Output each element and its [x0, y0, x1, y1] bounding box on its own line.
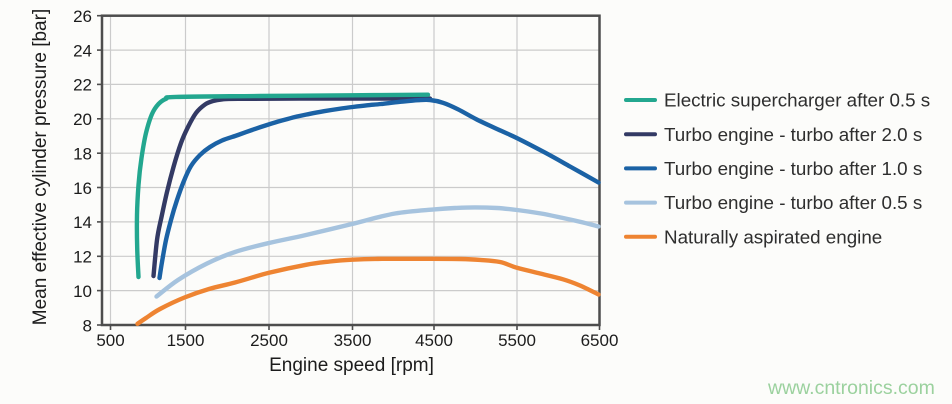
svg-text:10: 10 — [73, 282, 92, 301]
svg-text:3500: 3500 — [334, 331, 372, 350]
svg-text:500: 500 — [96, 331, 124, 350]
svg-text:1500: 1500 — [167, 331, 205, 350]
svg-text:Turbo engine - turbo after 2.0: Turbo engine - turbo after 2.0 s — [664, 124, 922, 145]
svg-text:Naturally aspirated engine: Naturally aspirated engine — [664, 226, 882, 247]
svg-text:Engine speed [rpm]: Engine speed [rpm] — [269, 355, 434, 376]
svg-text:18: 18 — [73, 145, 92, 164]
svg-text:20: 20 — [73, 110, 92, 129]
svg-text:22: 22 — [73, 76, 92, 95]
svg-text:12: 12 — [73, 248, 92, 267]
svg-text:Electric supercharger after 0.: Electric supercharger after 0.5 s — [664, 90, 930, 111]
svg-text:8: 8 — [83, 316, 92, 335]
svg-text:16: 16 — [73, 179, 92, 198]
svg-text:6500: 6500 — [581, 331, 619, 350]
svg-text:Turbo engine - turbo after 0.5: Turbo engine - turbo after 0.5 s — [664, 192, 922, 213]
svg-text:www.cntronics.com: www.cntronics.com — [767, 377, 935, 399]
svg-text:24: 24 — [73, 41, 92, 60]
svg-text:Mean effective cylinder pressu: Mean effective cylinder pressure [bar] — [30, 9, 51, 325]
svg-text:2500: 2500 — [250, 331, 288, 350]
svg-text:4500: 4500 — [415, 331, 453, 350]
svg-text:26: 26 — [73, 7, 92, 26]
svg-text:14: 14 — [73, 213, 92, 232]
svg-text:5500: 5500 — [498, 331, 536, 350]
svg-text:Turbo engine - turbo after 1.0: Turbo engine - turbo after 1.0 s — [664, 158, 922, 179]
